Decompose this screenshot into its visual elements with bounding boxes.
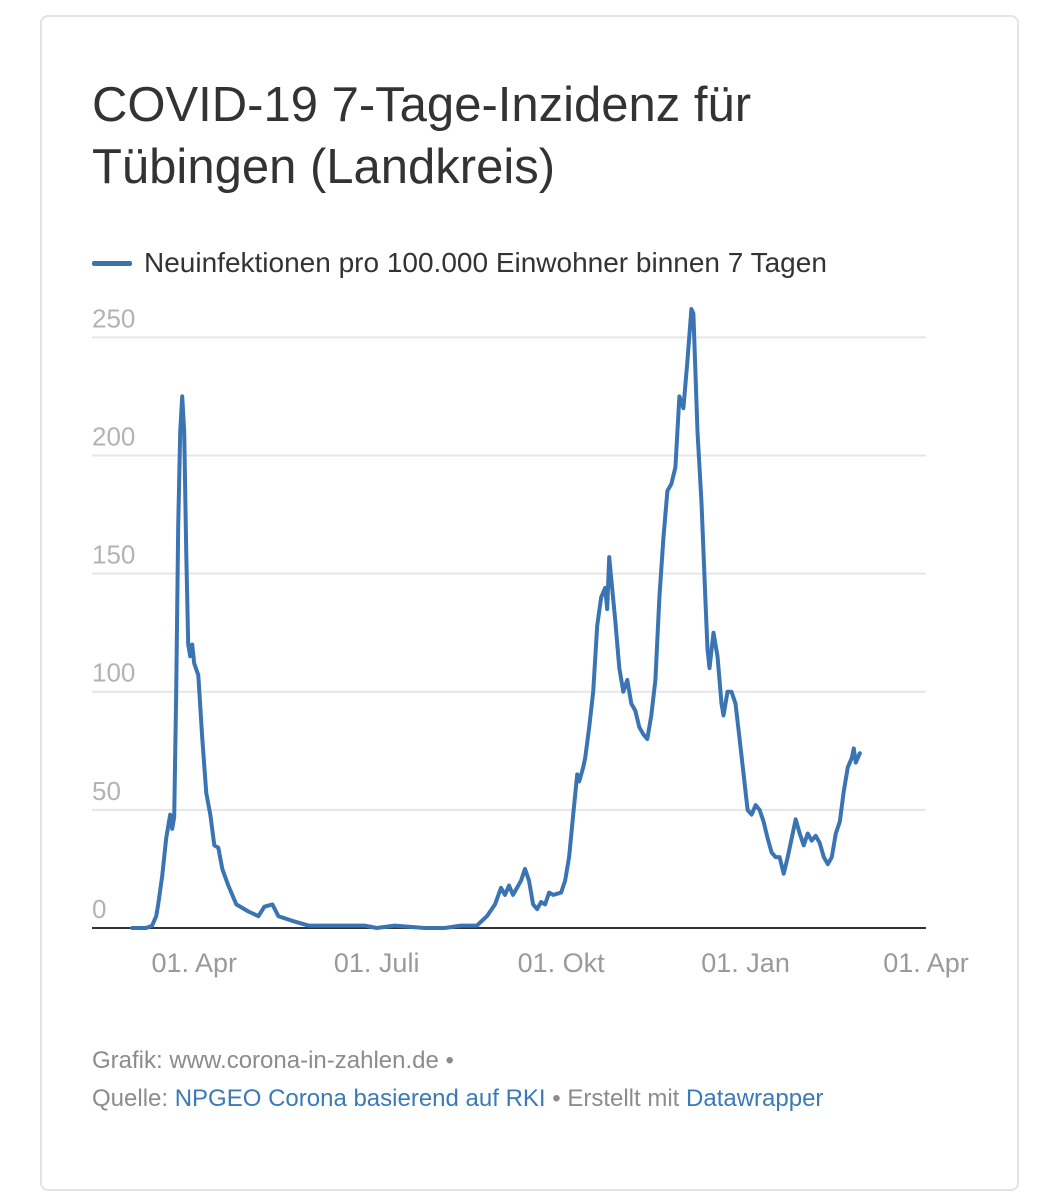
x-tick-label-4: 01. Apr bbox=[883, 948, 969, 978]
y-tick-label-100: 100 bbox=[92, 658, 135, 688]
y-tick-label-50: 50 bbox=[92, 776, 121, 806]
legend: Neuinfektionen pro 100.000 Einwohner bin… bbox=[92, 243, 827, 283]
source-link[interactable]: NPGEO Corona basierend auf RKI bbox=[174, 1085, 546, 1112]
x-tick-label-2: 01. Okt bbox=[518, 948, 606, 978]
y-tick-label-250: 250 bbox=[92, 303, 135, 333]
y-tick-label-150: 150 bbox=[92, 540, 135, 570]
footer-source-line: Quelle: NPGEO Corona basierend auf RKI •… bbox=[92, 1080, 823, 1118]
legend-swatch bbox=[92, 260, 132, 266]
footer-separator-2: • bbox=[552, 1085, 561, 1112]
x-tick-label-1: 01. Juli bbox=[334, 948, 420, 978]
footer: Grafik: www.corona-in-zahlen.de • Quelle… bbox=[92, 1042, 823, 1118]
y-tick-label-0: 0 bbox=[92, 894, 106, 924]
series-line-inzidenz bbox=[130, 307, 862, 930]
y-tick-label-200: 200 bbox=[92, 421, 135, 451]
chart-title: COVID-19 7-Tage-Inzidenz für Tübingen (L… bbox=[92, 78, 752, 194]
datawrapper-link[interactable]: Datawrapper bbox=[686, 1085, 824, 1112]
chart-card bbox=[40, 15, 1019, 1191]
footer-separator: • bbox=[445, 1047, 454, 1074]
footer-graphic-site: www.corona-in-zahlen.de bbox=[169, 1047, 439, 1074]
line-chart: 0 50 100 150 200 250 01. Apr 01. Juli 01. Okt 01.… bbox=[92, 303, 969, 978]
x-tick-label-3: 01. Jan bbox=[701, 948, 790, 978]
footer-graphic-line: Grafik: www.corona-in-zahlen.de • bbox=[92, 1042, 823, 1080]
legend-label: Neuinfektionen pro 100.000 Einwohner bin… bbox=[144, 247, 827, 278]
footer-made-with-prefix: Erstellt mit bbox=[567, 1085, 680, 1112]
x-tick-label-0: 01. Apr bbox=[151, 948, 237, 978]
footer-graphic-prefix: Grafik: bbox=[92, 1047, 163, 1074]
footer-source-prefix: Quelle: bbox=[92, 1085, 169, 1112]
